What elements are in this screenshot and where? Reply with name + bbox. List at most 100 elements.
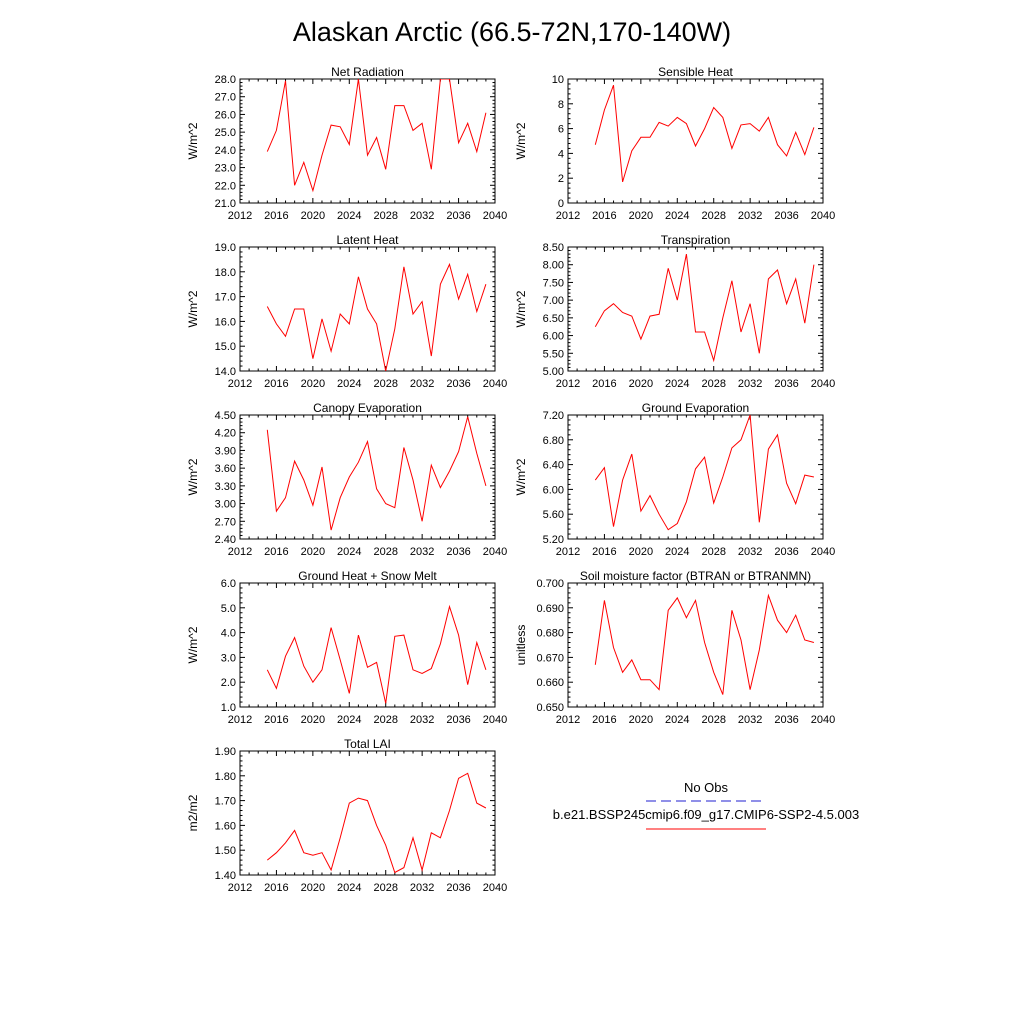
x-tick-label: 2040	[811, 546, 835, 558]
x-tick-label: 2040	[483, 714, 507, 726]
y-tick-label: 2.70	[215, 516, 236, 528]
y-tick-label: 27.0	[215, 92, 236, 104]
x-tick-label: 2040	[483, 882, 507, 894]
y-tick-label: 5.00	[543, 366, 564, 378]
y-tick-label: 1.50	[215, 845, 236, 857]
chart-title: Soil moisture factor (BTRAN or BTRANMN)	[580, 569, 811, 583]
x-tick-label: 2036	[774, 714, 798, 726]
x-tick-label: 2028	[373, 714, 397, 726]
x-tick-label: 2024	[665, 210, 689, 222]
y-tick-label: 1.60	[215, 820, 236, 832]
y-axis-label: W/m^2	[186, 122, 200, 159]
x-tick-label: 2036	[446, 546, 470, 558]
y-tick-label: 3.60	[215, 463, 236, 475]
chart-panel-4: Transpiration W/m^2 2012 2016 2020 2024 2028 20…	[514, 233, 835, 390]
y-tick-label: 5.60	[543, 509, 564, 521]
chart-title: Total LAI	[344, 737, 391, 751]
y-tick-label: 7.00	[543, 295, 564, 307]
y-tick-label: 2	[558, 173, 564, 185]
y-tick-label: 16.0	[215, 316, 236, 328]
x-tick-label: 2032	[410, 210, 434, 222]
x-tick-label: 2036	[774, 210, 798, 222]
y-axis-label: W/m^2	[186, 458, 200, 495]
y-tick-label: 14.0	[215, 366, 236, 378]
chart-title: Sensible Heat	[658, 65, 733, 79]
chart-title: Ground Evaporation	[642, 401, 749, 415]
y-tick-label: 0.690	[536, 603, 564, 615]
series-line-1	[266, 79, 487, 193]
x-tick-label: 2036	[774, 378, 798, 390]
x-tick-label: 2016	[264, 714, 288, 726]
x-tick-label: 2032	[410, 546, 434, 558]
x-tick-label: 2028	[373, 546, 397, 558]
x-tick-label: 2032	[738, 378, 762, 390]
y-axis-label: W/m^2	[186, 290, 200, 327]
x-tick-label: 2028	[701, 210, 725, 222]
y-tick-label: 0	[558, 198, 564, 210]
plot-frame	[567, 78, 824, 204]
x-tick-label: 2020	[301, 210, 325, 222]
y-tick-label: 3.0	[221, 652, 236, 664]
y-tick-label: 4	[558, 148, 564, 160]
chart-panel-8: Soil moisture factor (BTRAN or BTRANMN) u…	[514, 569, 835, 726]
chart-title: Ground Heat + Snow Melt	[298, 569, 437, 583]
x-tick-label: 2016	[592, 378, 616, 390]
y-tick-label: 4.0	[221, 628, 236, 640]
x-tick-label: 2036	[446, 210, 470, 222]
x-tick-label: 2028	[701, 714, 725, 726]
x-tick-label: 2016	[264, 546, 288, 558]
y-tick-label: 6.00	[543, 484, 564, 496]
x-tick-label: 2028	[373, 882, 397, 894]
y-tick-label: 1.90	[215, 746, 236, 758]
x-tick-label: 2040	[811, 714, 835, 726]
x-tick-label: 2032	[738, 546, 762, 558]
x-tick-label: 2040	[483, 546, 507, 558]
x-tick-label: 2020	[629, 546, 653, 558]
series-line-1	[266, 416, 487, 531]
x-tick-label: 2024	[337, 882, 361, 894]
legend: No Obs b.e21.BSSP245cmip6.f09_g17.CMIP6-…	[553, 780, 859, 830]
x-tick-label: 2016	[264, 882, 288, 894]
x-tick-label: 2020	[301, 714, 325, 726]
x-tick-label: 2028	[701, 378, 725, 390]
x-tick-label: 2024	[337, 714, 361, 726]
legend-obs-label: No Obs	[684, 780, 729, 795]
chart-title: Net Radiation	[331, 65, 404, 79]
x-tick-label: 2012	[556, 714, 580, 726]
y-tick-label: 6.0	[221, 578, 236, 590]
x-tick-label: 2024	[665, 378, 689, 390]
y-tick-label: 24.0	[215, 145, 236, 157]
x-tick-label: 2040	[483, 378, 507, 390]
y-axis-label: W/m^2	[186, 626, 200, 663]
x-tick-label: 2012	[556, 546, 580, 558]
y-tick-label: 6.40	[543, 460, 564, 472]
y-tick-label: 5.0	[221, 603, 236, 615]
chart-title: Transpiration	[661, 233, 731, 247]
chart-title: Canopy Evaporation	[313, 401, 422, 415]
x-tick-label: 2016	[264, 210, 288, 222]
y-tick-label: 3.00	[215, 499, 236, 511]
y-tick-label: 8.50	[543, 242, 564, 254]
chart-title: Latent Heat	[336, 233, 399, 247]
y-tick-label: 2.40	[215, 534, 236, 546]
y-tick-label: 8.00	[543, 260, 564, 272]
x-tick-label: 2036	[774, 546, 798, 558]
y-tick-label: 15.0	[215, 341, 236, 353]
x-tick-label: 2012	[228, 546, 252, 558]
x-tick-label: 2012	[228, 882, 252, 894]
x-tick-label: 2024	[337, 378, 361, 390]
y-tick-label: 6.00	[543, 331, 564, 343]
y-tick-label: 23.0	[215, 163, 236, 175]
y-tick-label: 25.0	[215, 127, 236, 139]
series-line-1	[266, 262, 487, 371]
figure-title: Alaskan Arctic (66.5-72N,170-140W)	[293, 17, 731, 47]
x-tick-label: 2012	[228, 210, 252, 222]
y-tick-label: 2.0	[221, 677, 236, 689]
x-tick-label: 2032	[410, 378, 434, 390]
x-tick-label: 2036	[446, 378, 470, 390]
x-tick-label: 2032	[738, 714, 762, 726]
y-axis-label: W/m^2	[514, 458, 528, 495]
x-tick-label: 2012	[228, 378, 252, 390]
series-line-1	[594, 254, 815, 363]
